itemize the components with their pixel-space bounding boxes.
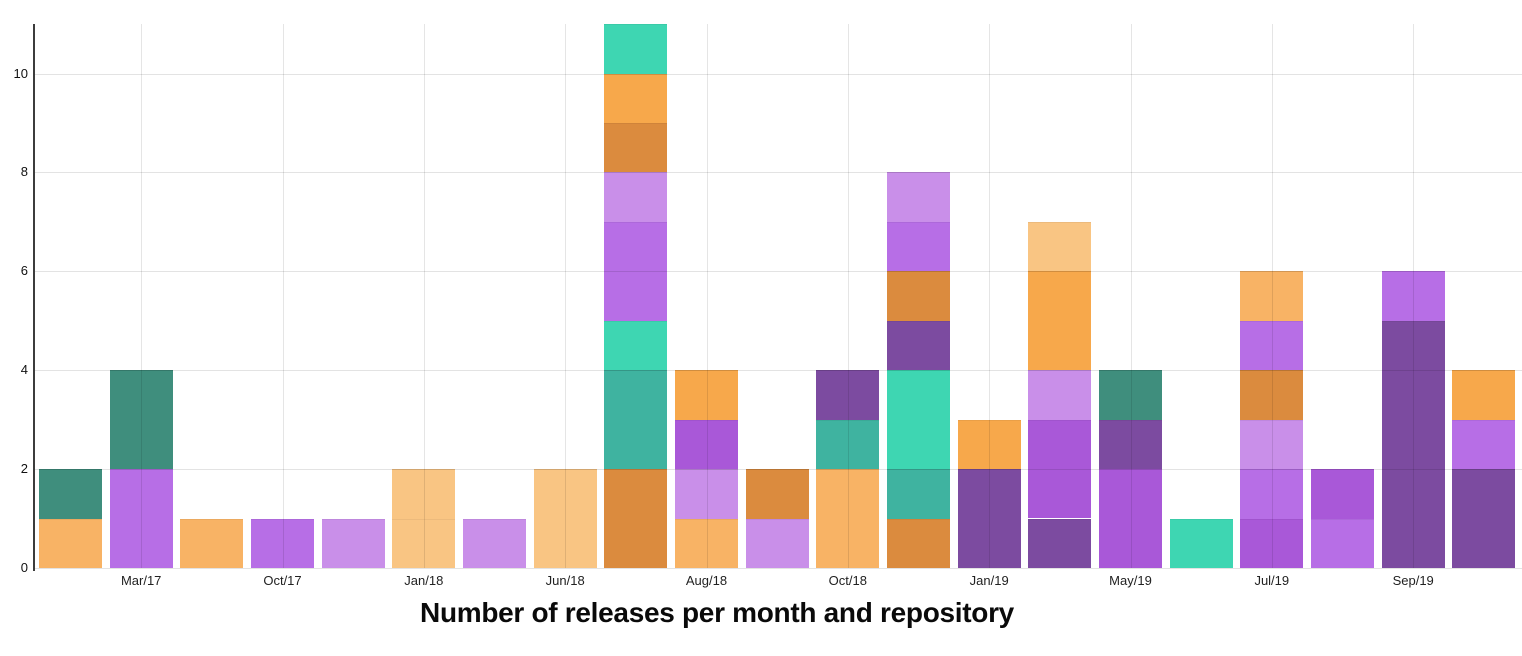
bar-segment[interactable]	[816, 469, 880, 568]
bar-segment[interactable]	[887, 518, 950, 568]
bar-segment[interactable]	[1099, 469, 1162, 568]
bar-segment[interactable]	[957, 419, 1021, 470]
bar-segment[interactable]	[1452, 469, 1516, 568]
gridline-vertical	[1130, 24, 1132, 568]
bar-segment[interactable]	[1381, 271, 1445, 321]
bar-segment[interactable]	[1240, 271, 1304, 321]
x-tick-label: Oct/18	[828, 573, 867, 588]
x-tick-label: Jul/19	[1254, 573, 1290, 588]
x-tick-label: Jan/18	[404, 573, 444, 588]
bar-segment[interactable]	[1240, 518, 1304, 568]
bar-segment[interactable]	[1240, 419, 1304, 470]
gridline-horizontal	[35, 469, 1522, 471]
bar-segment[interactable]	[604, 172, 668, 222]
bar-segment[interactable]	[887, 320, 950, 371]
bar-segment[interactable]	[1240, 370, 1304, 420]
bar-segment[interactable]	[887, 172, 950, 222]
bar-segment[interactable]	[887, 271, 950, 321]
bar-segment[interactable]	[675, 469, 738, 519]
gridline-vertical	[141, 24, 143, 568]
x-tick-label: Mar/17	[120, 573, 162, 588]
y-tick-label: 8	[20, 164, 28, 180]
gridline-horizontal	[35, 370, 1522, 372]
x-tick-label: Oct/17	[263, 573, 302, 588]
bar-segment[interactable]	[392, 469, 456, 519]
bar-segment[interactable]	[1240, 469, 1304, 519]
x-tick-label: Jun/18	[545, 573, 585, 588]
gridline-vertical	[1413, 24, 1415, 568]
bar-segment[interactable]	[533, 469, 597, 568]
gridline-vertical	[847, 24, 849, 568]
bar-segment[interactable]	[1452, 419, 1516, 470]
bar-segment[interactable]	[604, 469, 668, 568]
gridline-vertical	[989, 24, 991, 568]
y-tick-label: 0	[20, 560, 28, 575]
gridline-vertical	[565, 24, 567, 568]
bar-segment[interactable]	[604, 221, 668, 321]
x-tick-label: Sep/19	[1392, 573, 1434, 588]
bar-segment[interactable]	[887, 221, 950, 272]
bar-segment[interactable]	[1099, 419, 1162, 470]
bar-segment[interactable]	[1028, 370, 1092, 420]
bar-segment[interactable]	[1311, 469, 1374, 519]
bar-segment[interactable]	[109, 370, 173, 470]
bar-segment[interactable]	[887, 469, 950, 519]
bar-segment[interactable]	[675, 518, 738, 568]
bar-segment[interactable]	[1099, 370, 1162, 420]
bar-segment[interactable]	[675, 370, 738, 420]
gridline-horizontal	[35, 568, 1522, 569]
y-axis-line	[33, 24, 35, 571]
bar-segment[interactable]	[1028, 221, 1092, 272]
bar-segment[interactable]	[109, 469, 173, 568]
bar-segment[interactable]	[604, 73, 668, 123]
bar-segment[interactable]	[604, 24, 668, 74]
bar-segment[interactable]	[463, 518, 526, 568]
x-tick-label: Aug/18	[685, 573, 728, 588]
chart-title: Number of releases per month and reposit…	[420, 597, 1014, 628]
gridline-vertical	[423, 24, 425, 568]
y-tick-label: 2	[20, 461, 28, 477]
bar-segment[interactable]	[604, 370, 668, 470]
bar-segment[interactable]	[1169, 518, 1233, 568]
bar-segment[interactable]	[675, 419, 738, 470]
bar-segment[interactable]	[1240, 320, 1304, 371]
bar-segment[interactable]	[1311, 518, 1374, 568]
bar-segment[interactable]	[816, 370, 880, 420]
bar-segment[interactable]	[39, 518, 102, 568]
y-tick-label: 4	[20, 362, 28, 378]
bar-segment[interactable]	[745, 469, 809, 519]
bar-segment[interactable]	[1452, 370, 1516, 420]
y-tick-label: 10	[13, 65, 28, 81]
bar-segment[interactable]	[180, 518, 244, 568]
x-tick-label: May/19	[1109, 573, 1152, 588]
bar-segment[interactable]	[392, 518, 456, 568]
gridline-vertical	[282, 24, 284, 568]
bar-segment[interactable]	[887, 370, 950, 470]
bar-segment[interactable]	[816, 419, 880, 470]
bar-segment[interactable]	[604, 122, 668, 173]
gridline-horizontal	[35, 73, 1522, 75]
bar-segment[interactable]	[1028, 518, 1092, 568]
gridline-vertical	[706, 24, 708, 568]
x-tick-label: Jan/19	[969, 573, 1009, 588]
gridline-vertical	[1271, 24, 1273, 568]
gridline-horizontal	[35, 172, 1522, 174]
bar-segment[interactable]	[321, 518, 385, 568]
bar-segment[interactable]	[1028, 271, 1092, 371]
bar-segment[interactable]	[604, 320, 668, 371]
bar-segment[interactable]	[39, 469, 102, 519]
bar-segment[interactable]	[957, 469, 1021, 568]
bar-segment[interactable]	[1381, 320, 1445, 568]
gridline-horizontal	[35, 271, 1522, 273]
bar-segment[interactable]	[251, 518, 314, 568]
bar-segment[interactable]	[745, 518, 809, 568]
y-tick-label: 6	[20, 263, 28, 279]
bar-segment[interactable]	[1028, 419, 1092, 519]
